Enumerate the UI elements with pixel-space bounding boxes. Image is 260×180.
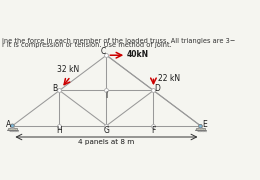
Text: A: A xyxy=(5,120,11,129)
Polygon shape xyxy=(8,128,17,130)
Text: 22 kN: 22 kN xyxy=(158,74,180,83)
Text: H: H xyxy=(57,126,62,135)
Text: 40kN: 40kN xyxy=(127,50,149,59)
Text: ine the force in each member of the loaded truss. All triangles are 3−: ine the force in each member of the load… xyxy=(2,38,235,44)
Circle shape xyxy=(199,124,202,128)
Text: r it is compression or tension. Use method of joint.: r it is compression or tension. Use meth… xyxy=(2,42,172,48)
Circle shape xyxy=(11,124,14,127)
Text: D: D xyxy=(155,84,161,93)
Text: B: B xyxy=(53,84,58,93)
Text: E: E xyxy=(202,120,207,129)
Text: 4 panels at 8 m: 4 panels at 8 m xyxy=(78,139,135,145)
Text: G: G xyxy=(103,126,109,135)
Polygon shape xyxy=(196,128,205,130)
Text: I: I xyxy=(105,91,108,100)
Text: C: C xyxy=(101,47,106,56)
Text: 32 kN: 32 kN xyxy=(57,65,80,74)
Text: F: F xyxy=(151,126,156,135)
